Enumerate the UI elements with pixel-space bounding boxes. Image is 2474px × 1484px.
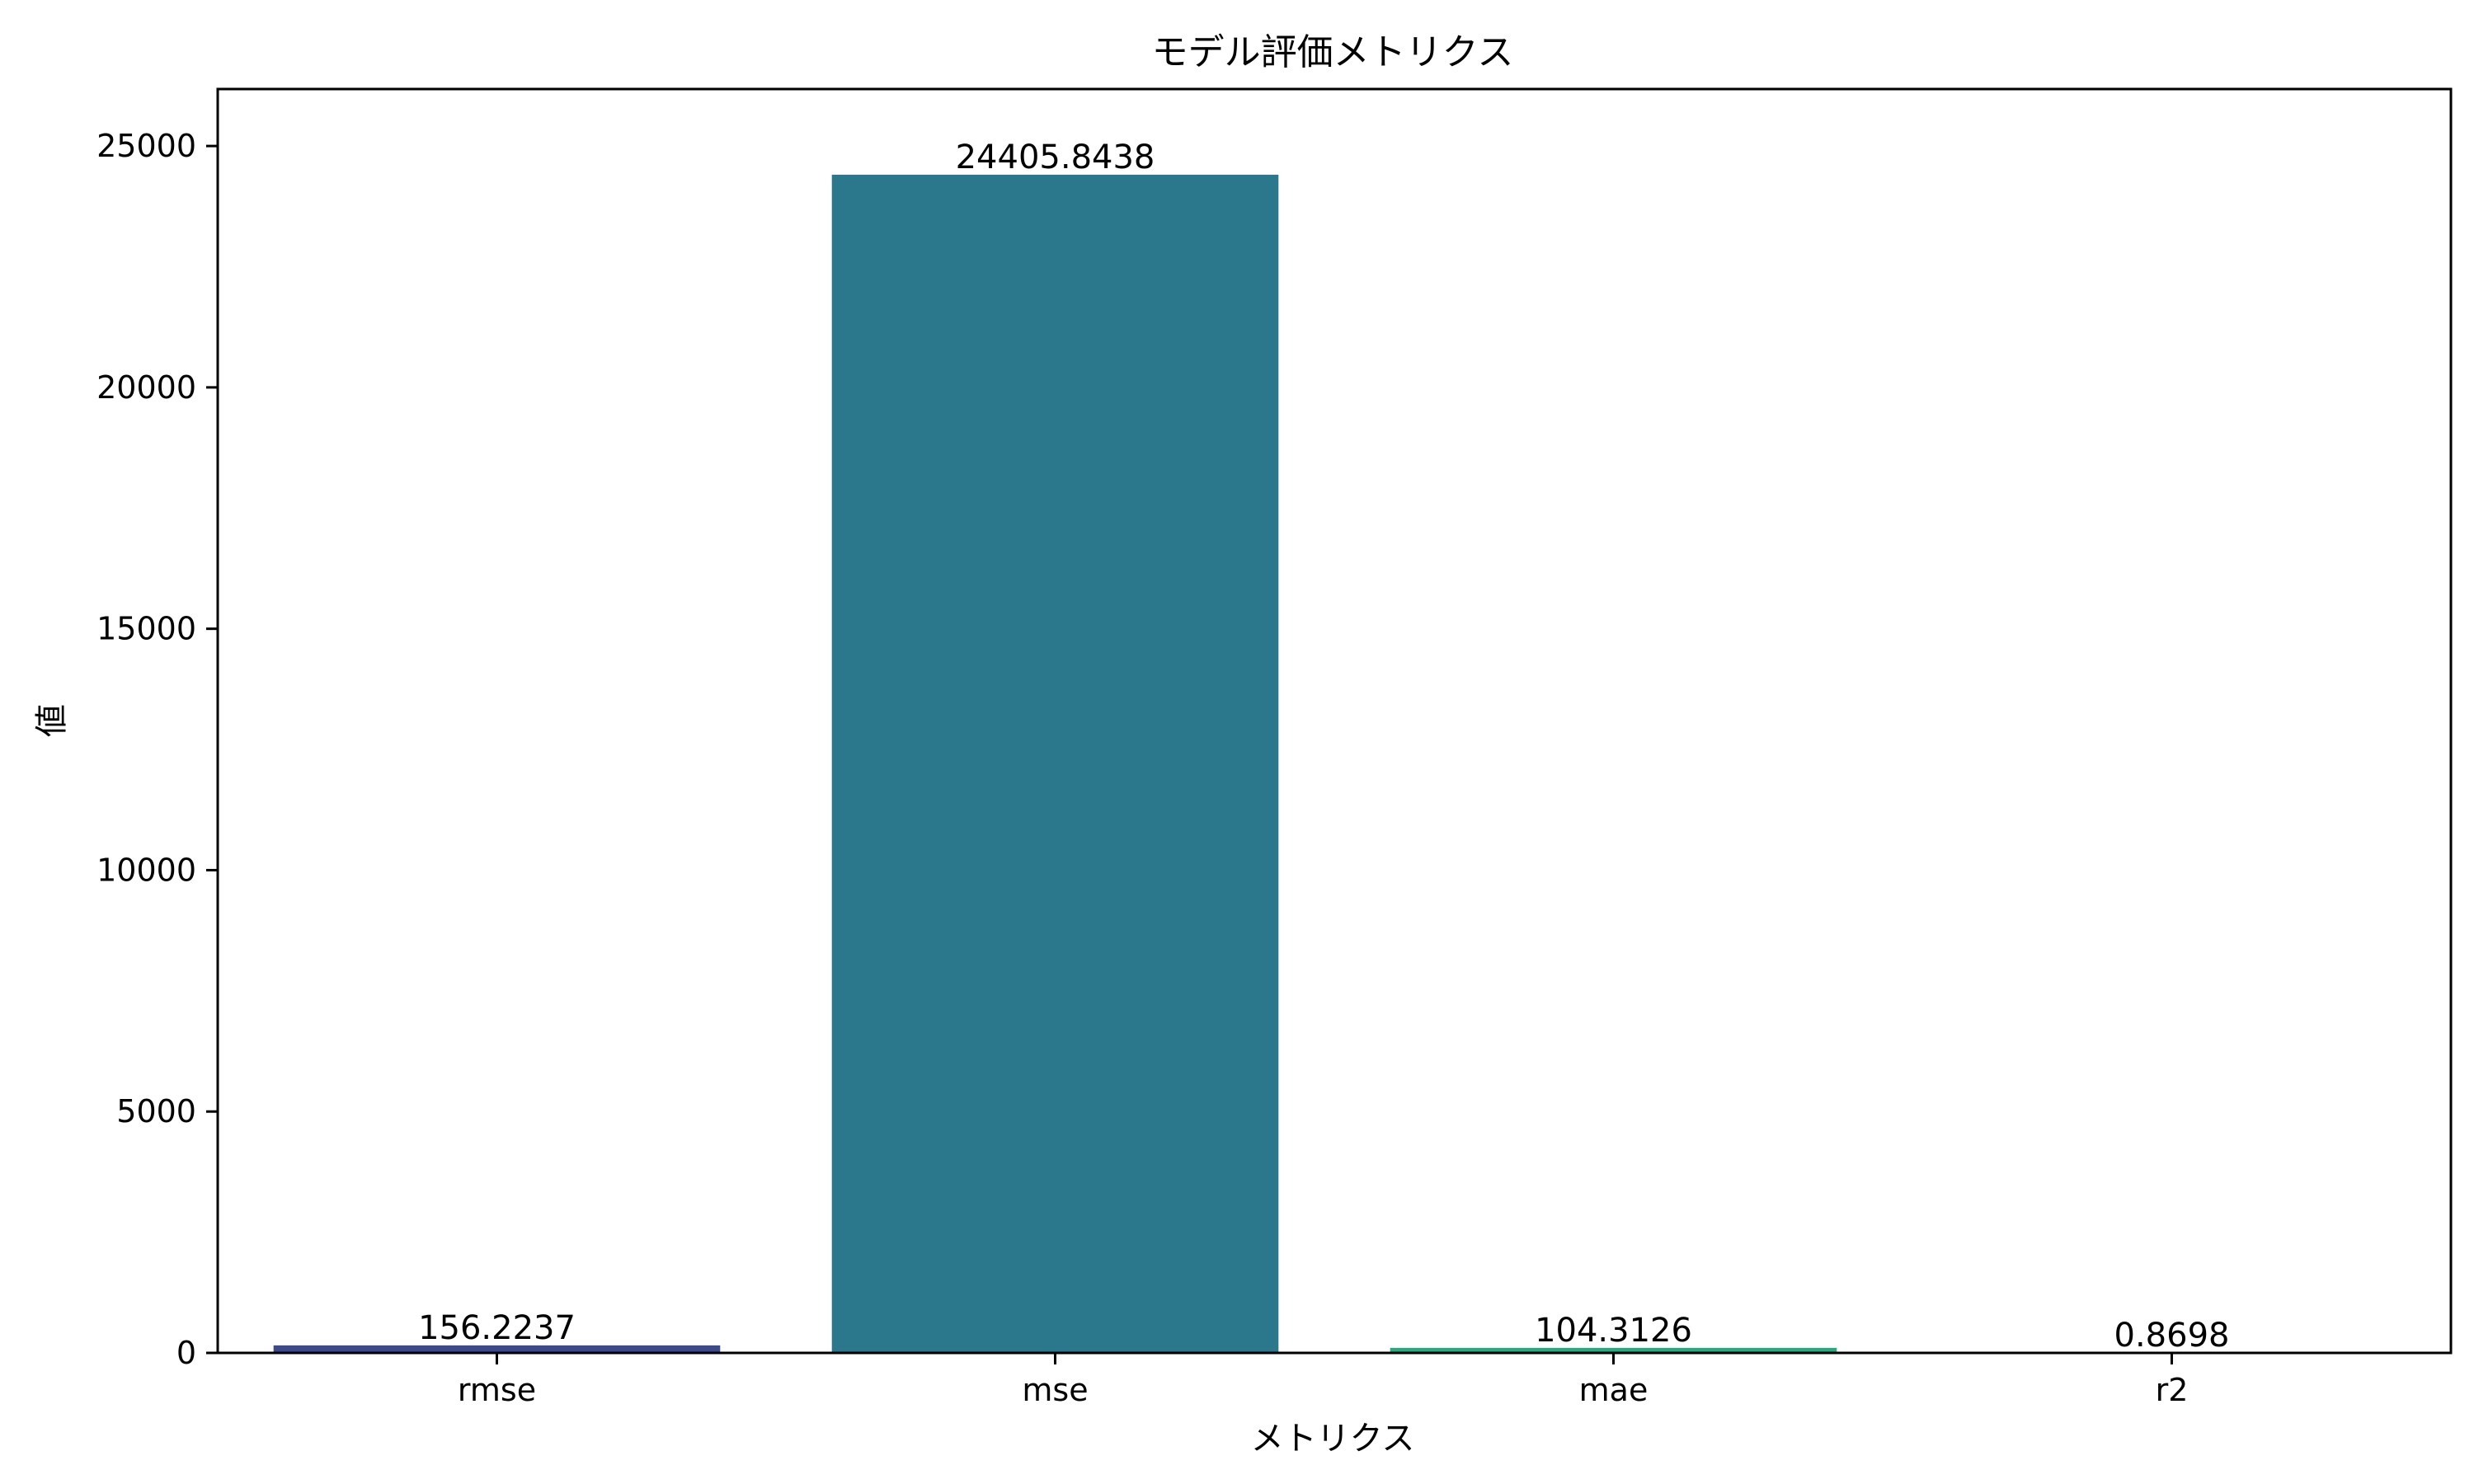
bar-mse <box>831 174 1279 1354</box>
value-label-rmse: 156.2237 <box>418 1309 576 1347</box>
y-tick-label-20000: 20000 <box>96 369 196 406</box>
x-tick-label-rmse: rmse <box>458 1372 536 1408</box>
y-axis-label: 値 <box>33 704 71 737</box>
value-label-mae: 104.3126 <box>1535 1312 1692 1350</box>
bar-rmse <box>273 1345 721 1353</box>
y-tick-label-15000: 15000 <box>96 611 196 647</box>
chart-title: モデル評価メトリクス <box>1152 31 1514 73</box>
value-label-mse: 24405.8438 <box>956 139 1155 176</box>
x-tick-label-r2: r2 <box>2156 1372 2189 1408</box>
x-tick-label-mse: mse <box>1022 1372 1088 1408</box>
y-tick-label-25000: 25000 <box>96 128 196 164</box>
value-label-r2: 0.8698 <box>2114 1317 2230 1355</box>
y-tick-label-0: 0 <box>176 1335 196 1371</box>
y-tick-label-5000: 5000 <box>116 1093 196 1129</box>
plot-frame <box>216 87 2453 1355</box>
bar-mae <box>1390 1347 1837 1353</box>
x-axis-label: メトリクス <box>1251 1420 1415 1458</box>
x-tick-label-mae: mae <box>1579 1372 1649 1408</box>
y-tick-label-10000: 10000 <box>96 852 196 888</box>
